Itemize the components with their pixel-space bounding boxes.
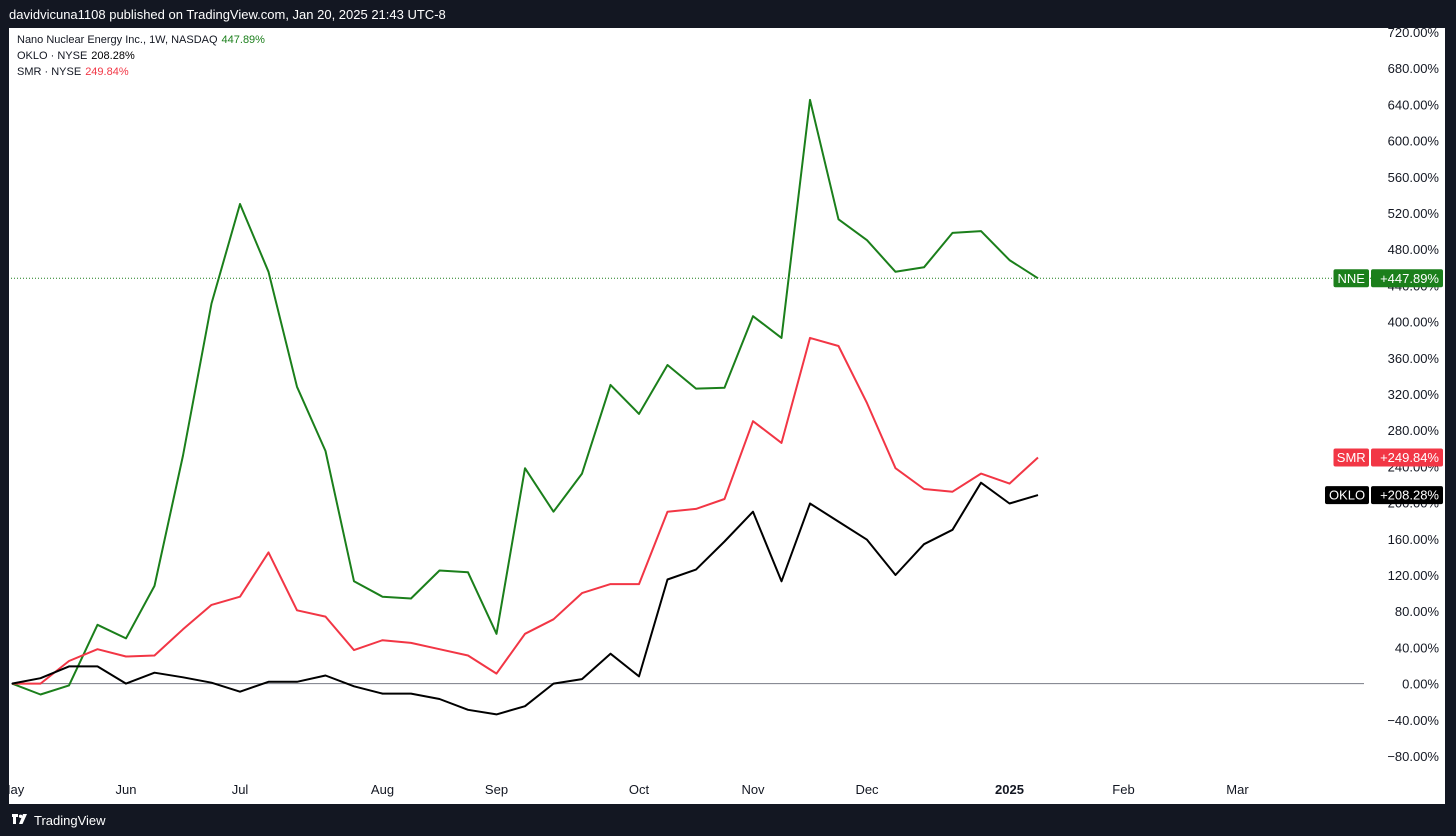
badge-value-bg (1371, 269, 1443, 288)
badge-name-text: SMR (1337, 450, 1366, 465)
y-tick-label: 680.00% (1388, 61, 1440, 76)
x-tick-label: May (9, 782, 25, 797)
legend-entry-nne[interactable]: Nano Nuclear Energy Inc., 1W, NASDAQ 447.… (17, 32, 265, 48)
y-tick-label: −80.00% (1387, 749, 1439, 764)
y-tick-label: 120.00% (1388, 568, 1440, 583)
y-tick-label: 560.00% (1388, 170, 1440, 185)
y-tick-label: 80.00% (1395, 604, 1440, 619)
y-tick-label: 400.00% (1388, 315, 1440, 330)
badge-name-text: NNE (1338, 271, 1366, 286)
legend-label: Nano Nuclear Energy Inc., 1W, NASDAQ (17, 34, 218, 46)
series-line-oklo (11, 481, 1039, 716)
y-tick-label: 600.00% (1388, 134, 1440, 149)
x-tick-label: Dec (855, 782, 879, 797)
last-value-badge-oklo: +208.28% OKLO (1325, 486, 1443, 505)
y-tick-label: 280.00% (1388, 423, 1440, 438)
chart-legend: Nano Nuclear Energy Inc., 1W, NASDAQ 447.… (17, 32, 265, 80)
y-tick-label: 520.00% (1388, 206, 1440, 221)
tradingview-logo-icon[interactable] (12, 814, 28, 826)
badge-value-bg (1371, 448, 1443, 467)
tradingview-brand[interactable]: TradingView (34, 812, 106, 828)
x-tick-label: Mar (1226, 782, 1249, 797)
legend-value: 208.28% (91, 50, 135, 62)
badge-value-text: +447.89% (1380, 271, 1439, 286)
x-tick-label: Oct (629, 782, 650, 797)
x-tick-label: 2025 (995, 782, 1024, 797)
legend-entry-smr[interactable]: SMR · NYSE 249.84% (17, 64, 265, 80)
last-value-badge-smr: +249.84% SMR (1333, 448, 1443, 467)
badge-value-text: +208.28% (1380, 488, 1439, 503)
y-tick-label: 160.00% (1388, 532, 1440, 547)
legend-entry-oklo[interactable]: OKLO · NYSE 208.28% (17, 48, 265, 64)
y-tick-label: 360.00% (1388, 351, 1440, 366)
badge-name-text: OKLO (1329, 488, 1365, 503)
x-tick-label: Jun (116, 782, 137, 797)
badge-name-bg (1333, 269, 1369, 288)
legend-label: OKLO · NYSE (17, 50, 88, 62)
legend-value: 249.84% (85, 66, 129, 78)
badge-name-bg (1333, 448, 1369, 467)
badge-value-bg (1371, 486, 1443, 505)
x-tick-label: Aug (371, 782, 394, 797)
y-tick-label: 720.00% (1388, 28, 1440, 40)
x-tick-label: Feb (1112, 782, 1134, 797)
publisher-header: davidvicuna1108 published on TradingView… (0, 0, 1456, 28)
legend-value: 447.89% (221, 34, 265, 46)
y-tick-label: 640.00% (1388, 97, 1440, 112)
chart-panel[interactable]: 720.00% 680.00% 640.00% 600.00% 560.00% 520.0… (9, 28, 1445, 804)
legend-label: SMR · NYSE (17, 66, 82, 78)
badge-value-text: +249.84% (1380, 450, 1439, 465)
footer-bar: TradingView (0, 804, 1456, 836)
y-tick-label: 480.00% (1388, 242, 1440, 257)
y-tick-label: 320.00% (1388, 387, 1440, 402)
y-tick-label: 0.00% (1402, 677, 1439, 692)
x-tick-label: Jul (232, 782, 249, 797)
last-value-badge-nne: +447.89% NNE (1333, 269, 1443, 288)
series-line-nne (11, 98, 1039, 696)
publisher-text: davidvicuna1108 published on TradingView… (9, 6, 446, 22)
badge-name-bg (1325, 486, 1369, 505)
x-tick-label: Nov (741, 782, 765, 797)
y-tick-label: 40.00% (1395, 640, 1440, 655)
series-line-smr (12, 336, 1039, 685)
x-tick-label: Sep (485, 782, 508, 797)
chart-canvas[interactable]: 720.00% 680.00% 640.00% 600.00% 560.00% 520.0… (9, 28, 1445, 804)
y-tick-label: −40.00% (1387, 713, 1439, 728)
